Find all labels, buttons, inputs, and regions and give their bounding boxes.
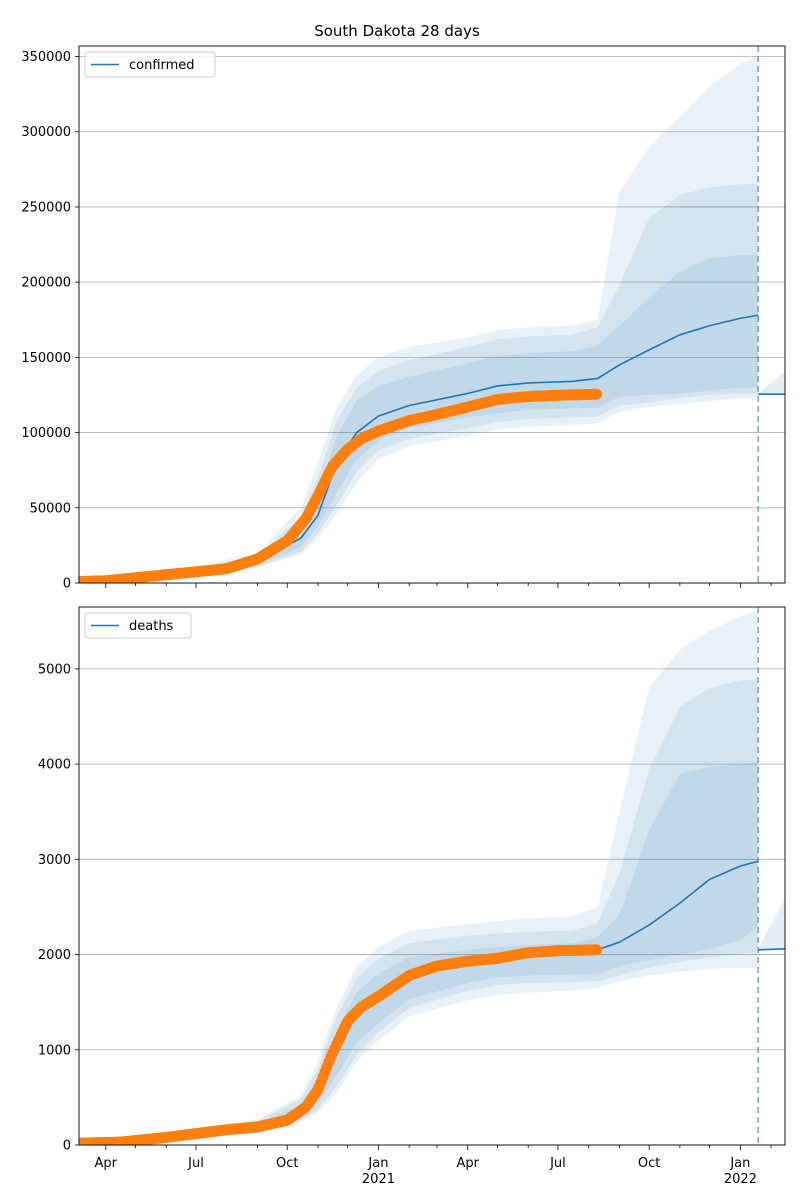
x-tick-label: Apr	[456, 1156, 479, 1171]
x-tick-label: Apr	[95, 1156, 118, 1171]
y-tick-label: 4000	[38, 758, 71, 773]
y-tick-label: 50000	[30, 501, 71, 516]
x-tick-label: Oct	[276, 1156, 298, 1171]
uncertainty-band	[79, 609, 759, 1144]
x-tick-label: Jan	[729, 1156, 750, 1171]
plot-area	[79, 56, 785, 583]
model-line	[79, 314, 759, 583]
y-tick-label: 200000	[21, 276, 71, 291]
y-tick-label: 300000	[21, 125, 71, 140]
panel-confirmed: 0 50000 100000 150000 200000 250000 300000 3500…	[21, 45, 786, 592]
uncertainty-band	[79, 679, 759, 1144]
axes-frame	[78, 45, 786, 584]
uncertainty-band	[79, 184, 759, 582]
uncertainty-band	[79, 762, 759, 1144]
observed-point	[591, 388, 603, 400]
observed-point	[591, 944, 603, 956]
x-tick-year-label: 2021	[362, 1172, 395, 1187]
chart-title: South Dakota 28 days	[314, 22, 480, 40]
legend: deaths	[84, 612, 192, 639]
post-forecast-band	[758, 370, 785, 395]
y-tick-label: 150000	[21, 351, 71, 366]
plot-area	[79, 609, 785, 1145]
y-tick-label: 1000	[38, 1043, 71, 1058]
x-tick-label: Oct	[638, 1156, 660, 1171]
legend-label: confirmed	[129, 58, 195, 73]
panel-deaths: 0 1000 2000 3000 4000 5000 deaths	[38, 606, 786, 1154]
y-tick-label: 100000	[21, 426, 71, 441]
y-tick-label: 3000	[38, 853, 71, 868]
axes-frame	[78, 606, 786, 1146]
x-tick-label: Jul	[549, 1156, 566, 1171]
y-tick-label: 250000	[21, 200, 71, 215]
legend-label: deaths	[129, 619, 174, 634]
x-tick-year-label: 2022	[724, 1172, 757, 1187]
legend-box	[84, 612, 192, 639]
y-tick-label: 350000	[21, 50, 71, 65]
post-forecast-band	[758, 897, 785, 951]
y-tick-label: 2000	[38, 948, 71, 963]
y-tick-label: 0	[63, 1139, 71, 1154]
post-forecast-line	[758, 948, 785, 951]
legend-box	[84, 51, 216, 78]
x-tick-label: Jul	[187, 1156, 204, 1171]
y-tick-label: 0	[63, 577, 71, 592]
legend: confirmed	[84, 51, 216, 78]
x-tick-label: Jan	[367, 1156, 388, 1171]
y-tick-label: 5000	[38, 662, 71, 677]
uncertainty-band	[79, 56, 759, 582]
